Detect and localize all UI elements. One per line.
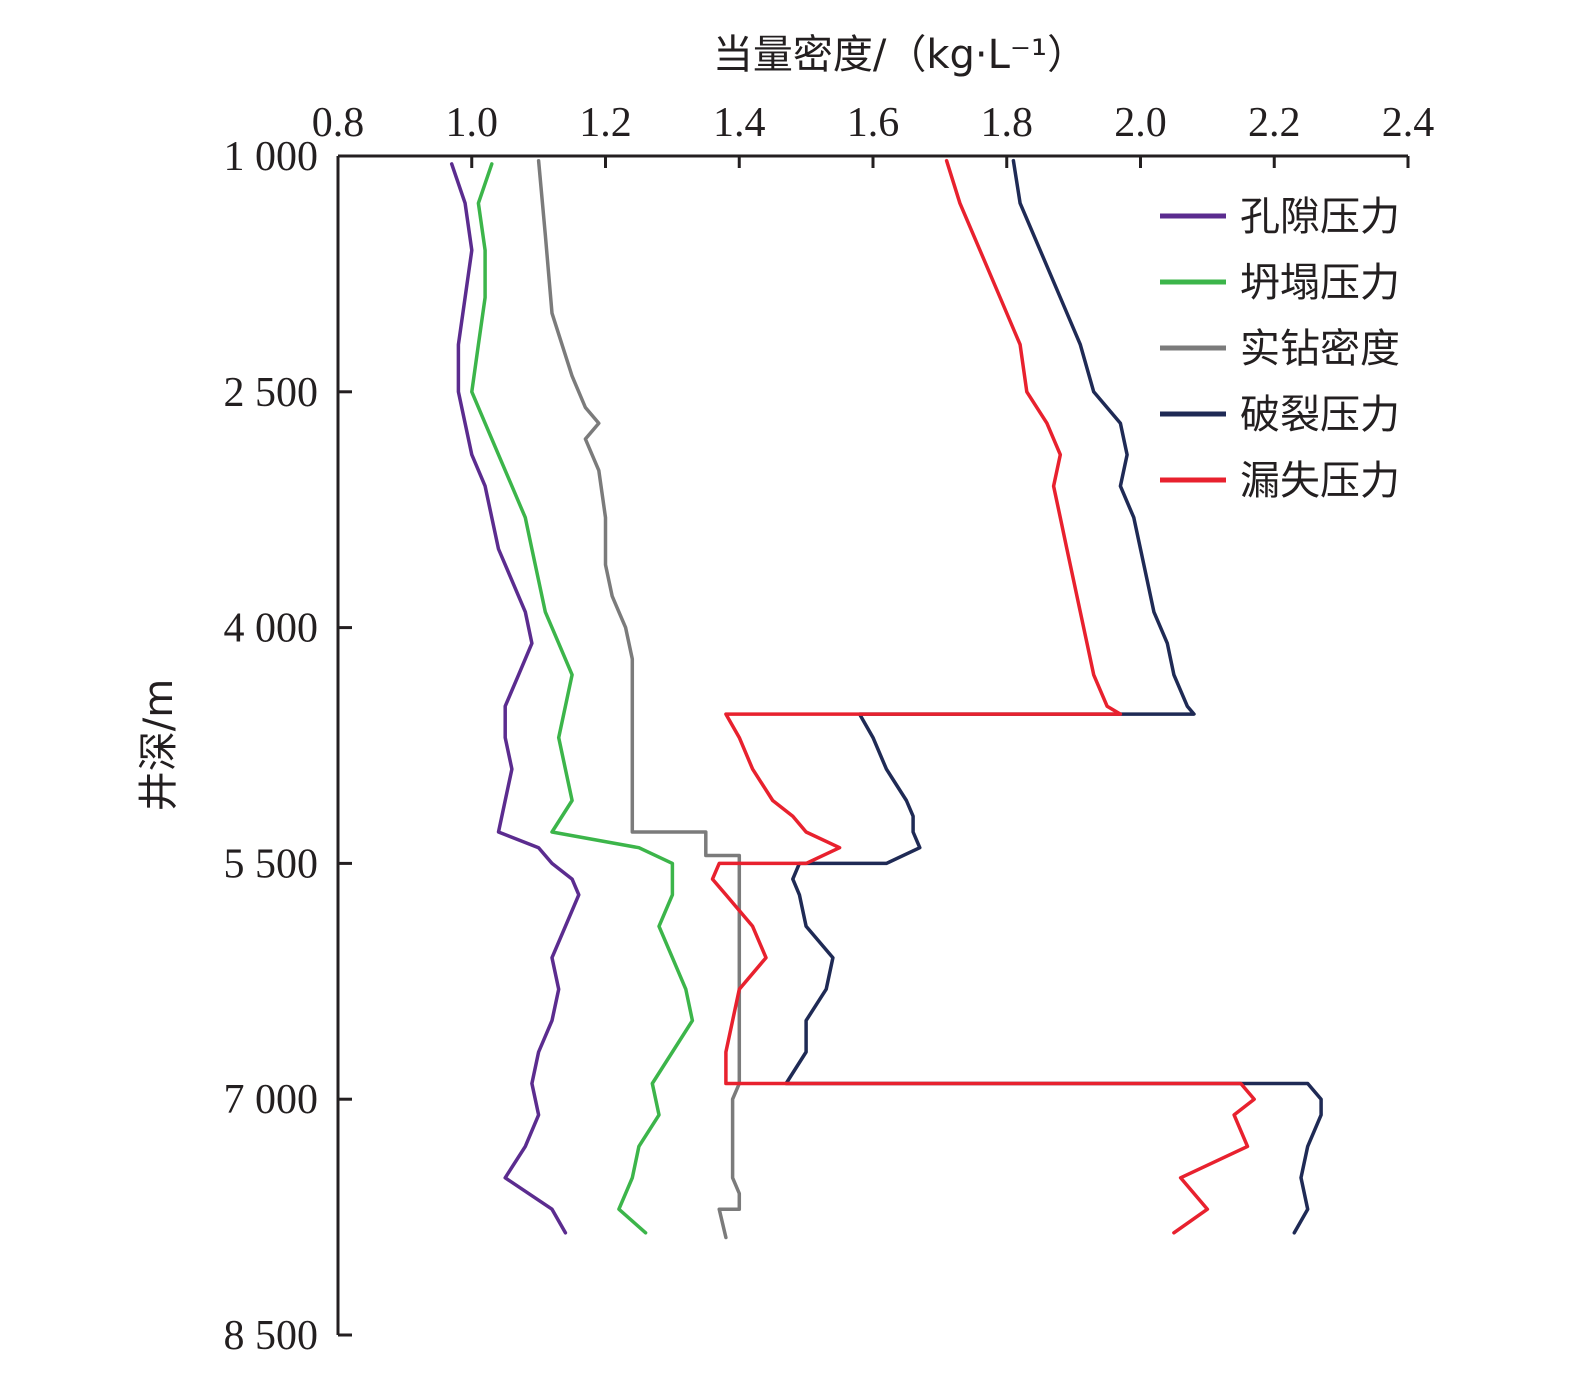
y-tick-labels: 1 000 2 500 4 000 5 500 7 000 8 500 bbox=[224, 134, 319, 1359]
y-ticks bbox=[338, 154, 352, 1337]
x-tick-label: 1.4 bbox=[713, 100, 766, 146]
x-tick-labels: 0.8 1.0 1.2 1.4 1.6 1.8 2.0 2.2 2.4 bbox=[312, 100, 1435, 146]
x-tick-label: 0.8 bbox=[312, 100, 365, 146]
legend-label: 实钻密度 bbox=[1240, 326, 1400, 372]
x-tick-label: 2.0 bbox=[1114, 100, 1167, 146]
x-ticks bbox=[336, 156, 1410, 168]
series-line bbox=[470, 162, 695, 1235]
y-tick-label: 1 000 bbox=[224, 134, 319, 180]
x-axis-title: 当量密度/（kg·L⁻¹） bbox=[713, 32, 1087, 78]
legend-label: 破裂压力 bbox=[1240, 392, 1400, 438]
y-tick-label: 8 500 bbox=[224, 1313, 319, 1359]
series-line bbox=[784, 158, 1323, 1235]
y-tick-label: 5 500 bbox=[224, 841, 319, 887]
x-tick-label: 2.4 bbox=[1382, 100, 1435, 146]
y-tick-label: 2 500 bbox=[224, 370, 319, 416]
x-tick-label: 2.2 bbox=[1248, 100, 1301, 146]
x-tick-label: 1.8 bbox=[981, 100, 1034, 146]
x-tick-label: 1.6 bbox=[847, 100, 900, 146]
legend-label: 坍塌压力 bbox=[1240, 260, 1400, 306]
series-line bbox=[710, 158, 1256, 1235]
x-tick-label: 1.2 bbox=[579, 100, 632, 146]
series-lines bbox=[449, 158, 1323, 1240]
series-line bbox=[536, 158, 742, 1240]
series-line bbox=[449, 162, 581, 1235]
x-tick-label: 1.0 bbox=[446, 100, 499, 146]
y-tick-label: 7 000 bbox=[224, 1077, 319, 1123]
legend-label: 孔隙压力 bbox=[1240, 194, 1400, 240]
y-tick-label: 4 000 bbox=[224, 606, 319, 652]
y-axis-title: 井深/m bbox=[136, 679, 182, 811]
legend-label: 漏失压力 bbox=[1240, 458, 1400, 504]
